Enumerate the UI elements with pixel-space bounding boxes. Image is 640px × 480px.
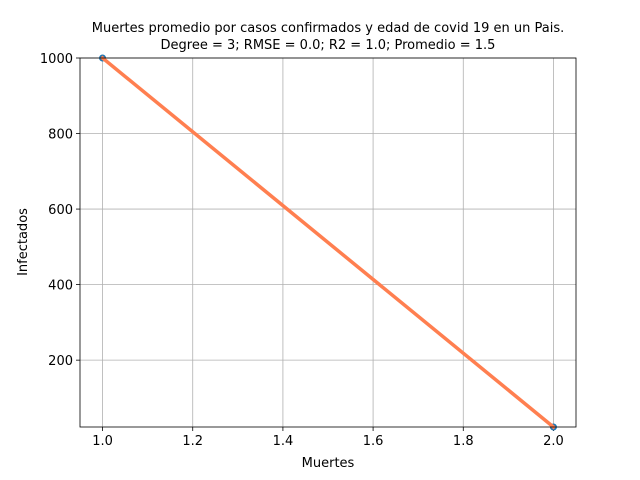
ticks: 1.0 1.2 1.4 1.6 1.8 2.0 200 400 600 800 1000 — [40, 52, 564, 449]
x-tick-label: 1.4 — [273, 434, 294, 449]
x-tick-label: 2.0 — [543, 434, 564, 449]
x-tick-label: 1.2 — [182, 434, 203, 449]
y-tick-label: 600 — [48, 203, 73, 218]
plot-marks — [99, 54, 557, 431]
x-axis-label: Muertes — [302, 456, 355, 471]
y-tick-label: 400 — [48, 279, 73, 294]
chart-title: Muertes promedio por casos confirmados y… — [92, 21, 564, 36]
x-tick-label: 1.8 — [453, 434, 474, 449]
fit-line — [100, 55, 556, 430]
y-axis-label: Infectados — [16, 208, 31, 276]
plot-frame — [79, 57, 577, 428]
x-tick-label: 1.6 — [363, 434, 384, 449]
x-tick-label: 1.0 — [92, 434, 113, 449]
y-tick-label: 800 — [48, 128, 73, 143]
y-tick-label: 1000 — [40, 52, 73, 67]
y-tick-label: 200 — [48, 354, 73, 369]
chart-subtitle: Degree = 3; RMSE = 0.0; R2 = 1.0; Promed… — [161, 38, 496, 53]
